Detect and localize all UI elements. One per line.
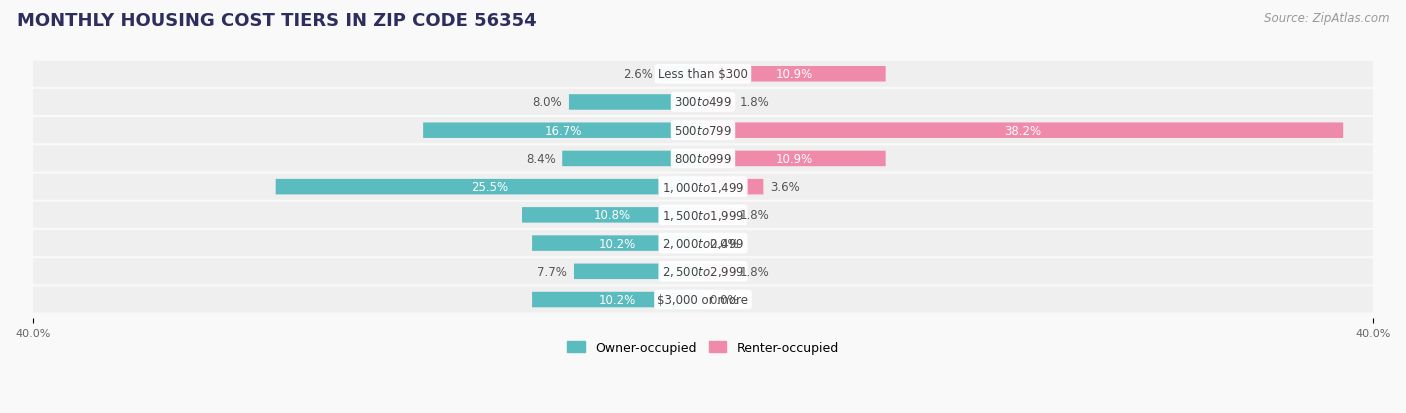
- Text: 0.0%: 0.0%: [710, 293, 740, 306]
- Text: $300 to $499: $300 to $499: [673, 96, 733, 109]
- FancyBboxPatch shape: [32, 259, 1374, 285]
- Legend: Owner-occupied, Renter-occupied: Owner-occupied, Renter-occupied: [562, 336, 844, 359]
- Text: 25.5%: 25.5%: [471, 181, 508, 194]
- Text: MONTHLY HOUSING COST TIERS IN ZIP CODE 56354: MONTHLY HOUSING COST TIERS IN ZIP CODE 5…: [17, 12, 537, 30]
- FancyBboxPatch shape: [32, 118, 1374, 144]
- Text: 1.8%: 1.8%: [740, 209, 769, 222]
- FancyBboxPatch shape: [32, 287, 1374, 313]
- Text: 8.0%: 8.0%: [533, 96, 562, 109]
- Text: $800 to $999: $800 to $999: [673, 152, 733, 166]
- FancyBboxPatch shape: [703, 264, 733, 280]
- Text: 10.8%: 10.8%: [593, 209, 631, 222]
- FancyBboxPatch shape: [659, 67, 703, 82]
- FancyBboxPatch shape: [562, 151, 703, 167]
- Text: 0.0%: 0.0%: [710, 237, 740, 250]
- FancyBboxPatch shape: [276, 180, 703, 195]
- FancyBboxPatch shape: [703, 208, 733, 223]
- FancyBboxPatch shape: [574, 264, 703, 280]
- Text: 7.7%: 7.7%: [537, 265, 567, 278]
- Text: $3,000 or more: $3,000 or more: [658, 293, 748, 306]
- Text: $500 to $799: $500 to $799: [673, 124, 733, 138]
- FancyBboxPatch shape: [32, 62, 1374, 88]
- FancyBboxPatch shape: [703, 151, 886, 167]
- Text: Source: ZipAtlas.com: Source: ZipAtlas.com: [1264, 12, 1389, 25]
- FancyBboxPatch shape: [32, 230, 1374, 256]
- Text: 38.2%: 38.2%: [1004, 124, 1042, 138]
- Text: $1,500 to $1,999: $1,500 to $1,999: [662, 209, 744, 222]
- FancyBboxPatch shape: [703, 95, 733, 110]
- FancyBboxPatch shape: [703, 180, 763, 195]
- FancyBboxPatch shape: [531, 236, 703, 251]
- Text: 2.6%: 2.6%: [623, 68, 652, 81]
- FancyBboxPatch shape: [703, 67, 886, 82]
- Text: $2,000 to $2,499: $2,000 to $2,499: [662, 237, 744, 251]
- FancyBboxPatch shape: [423, 123, 703, 139]
- Text: $1,000 to $1,499: $1,000 to $1,499: [662, 180, 744, 194]
- Text: 1.8%: 1.8%: [740, 96, 769, 109]
- Text: 10.9%: 10.9%: [776, 152, 813, 166]
- Text: 1.8%: 1.8%: [740, 265, 769, 278]
- FancyBboxPatch shape: [531, 292, 703, 308]
- Text: Less than $300: Less than $300: [658, 68, 748, 81]
- Text: 8.4%: 8.4%: [526, 152, 555, 166]
- FancyBboxPatch shape: [32, 146, 1374, 172]
- FancyBboxPatch shape: [32, 90, 1374, 116]
- Text: 10.2%: 10.2%: [599, 293, 636, 306]
- FancyBboxPatch shape: [522, 208, 703, 223]
- Text: 16.7%: 16.7%: [544, 124, 582, 138]
- Text: 10.9%: 10.9%: [776, 68, 813, 81]
- Text: $2,500 to $2,999: $2,500 to $2,999: [662, 265, 744, 279]
- FancyBboxPatch shape: [569, 95, 703, 110]
- Text: 3.6%: 3.6%: [770, 181, 800, 194]
- FancyBboxPatch shape: [703, 123, 1343, 139]
- FancyBboxPatch shape: [32, 202, 1374, 228]
- FancyBboxPatch shape: [32, 174, 1374, 200]
- Text: 10.2%: 10.2%: [599, 237, 636, 250]
